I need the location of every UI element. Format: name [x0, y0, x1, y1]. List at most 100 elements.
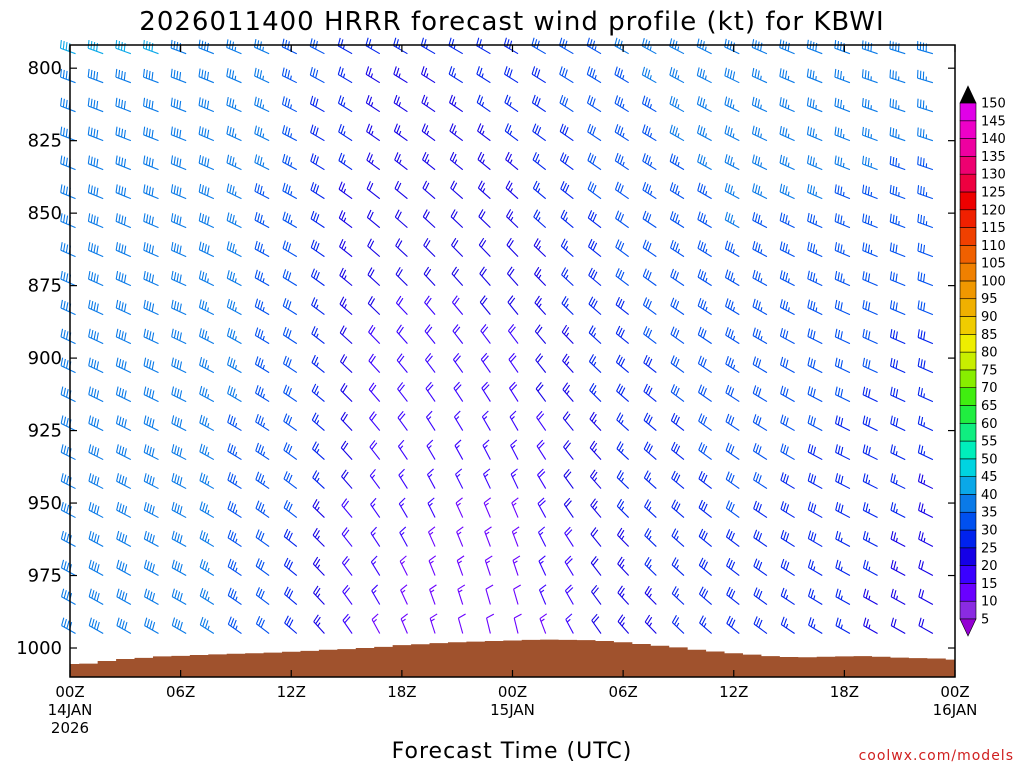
- barb-feather: [338, 67, 340, 75]
- barb-feather: [313, 155, 315, 163]
- barb-feather: [813, 100, 814, 108]
- wind-barb: [451, 209, 463, 227]
- wind-barb: [371, 527, 380, 546]
- barb-feather: [122, 158, 123, 166]
- barb-feather: [866, 446, 868, 454]
- barb-shaft: [754, 595, 767, 604]
- wind-barb: [255, 154, 269, 169]
- wind-barb: [752, 126, 766, 141]
- barb-shaft: [511, 474, 518, 488]
- barb-feather: [893, 215, 894, 223]
- barb-shaft: [863, 453, 877, 460]
- barb-feather: [286, 502, 289, 510]
- wind-barb: [452, 267, 463, 286]
- barb-half-feather: [235, 76, 236, 80]
- y-tick-label: 1000: [16, 638, 62, 659]
- wind-barb: [172, 560, 186, 576]
- wind-barb: [726, 385, 739, 402]
- barb-feather: [620, 99, 622, 107]
- barb-feather: [117, 618, 119, 626]
- barb-feather: [896, 418, 898, 426]
- barb-feather: [786, 244, 788, 252]
- barb-feather: [891, 589, 893, 597]
- barb-feather: [479, 68, 482, 76]
- barb-feather: [918, 329, 919, 337]
- barb-shaft: [372, 619, 380, 633]
- barb-feather: [699, 471, 702, 479]
- wind-barb: [144, 98, 159, 112]
- barb-shaft: [227, 192, 241, 199]
- barb-feather: [784, 503, 786, 511]
- barb-shaft: [864, 597, 878, 605]
- barb-feather: [890, 70, 891, 78]
- wind-barb: [449, 66, 463, 82]
- barb-half-feather: [761, 307, 762, 311]
- barb-half-feather: [676, 536, 678, 540]
- barb-half-feather: [400, 446, 403, 449]
- colorbar-segment: [960, 299, 976, 317]
- wind-barb: [283, 183, 297, 199]
- barb-half-feather: [263, 162, 264, 166]
- barb-feather: [701, 329, 704, 337]
- barb-shaft: [564, 447, 574, 460]
- wind-barb: [313, 442, 325, 460]
- barb-shaft: [643, 305, 656, 315]
- barb-feather: [89, 387, 91, 395]
- wind-barb: [311, 125, 325, 141]
- barb-feather: [97, 593, 99, 601]
- wind-barb: [753, 414, 767, 430]
- wind-barb: [863, 387, 877, 402]
- barb-feather: [288, 215, 290, 223]
- wind-barb: [616, 326, 628, 344]
- barb-half-feather: [455, 160, 457, 164]
- wind-barb: [560, 124, 573, 141]
- barb-shaft: [753, 191, 767, 198]
- barb-feather: [756, 416, 759, 424]
- barb-shaft: [698, 162, 712, 170]
- barb-half-feather: [623, 104, 624, 108]
- wind-barb: [256, 443, 269, 460]
- barb-feather: [122, 100, 123, 108]
- barb-shaft: [284, 479, 297, 489]
- barb-shaft: [836, 481, 850, 488]
- barb-feather: [64, 214, 65, 222]
- barb-shaft: [505, 131, 518, 141]
- barb-feather: [816, 43, 817, 51]
- wind-barb: [727, 616, 739, 634]
- barb-feather: [593, 214, 596, 222]
- barb-shaft: [89, 510, 103, 517]
- barb-feather: [588, 182, 591, 190]
- barb-feather: [616, 326, 620, 333]
- barb-feather: [836, 473, 838, 481]
- barb-feather: [339, 210, 342, 218]
- barb-feather: [205, 360, 207, 368]
- barb-feather: [456, 469, 462, 474]
- barb-feather: [202, 272, 204, 280]
- barb-feather: [890, 300, 891, 308]
- barb-feather: [863, 416, 865, 424]
- barb-feather: [477, 95, 480, 103]
- wind-barb: [339, 153, 352, 170]
- barb-half-feather: [401, 532, 404, 535]
- barb-shaft: [918, 193, 933, 198]
- barb-feather: [91, 186, 92, 194]
- barb-feather: [147, 475, 149, 483]
- wind-barb: [396, 267, 407, 285]
- barb-feather: [177, 563, 179, 571]
- barb-feather: [731, 562, 734, 570]
- barb-feather: [286, 473, 289, 481]
- barb-feather: [180, 390, 182, 398]
- wind-barb: [89, 329, 104, 344]
- barb-feather: [676, 243, 679, 251]
- barb-half-feather: [427, 131, 429, 135]
- barb-shaft: [890, 308, 905, 314]
- barb-feather: [863, 560, 865, 568]
- wind-barb: [311, 182, 325, 198]
- barb-feather: [813, 129, 814, 137]
- wind-barb: [61, 127, 76, 141]
- barb-feather: [177, 42, 178, 50]
- barb-feather: [122, 129, 123, 137]
- barb-shaft: [533, 160, 546, 170]
- barb-shaft: [89, 424, 103, 431]
